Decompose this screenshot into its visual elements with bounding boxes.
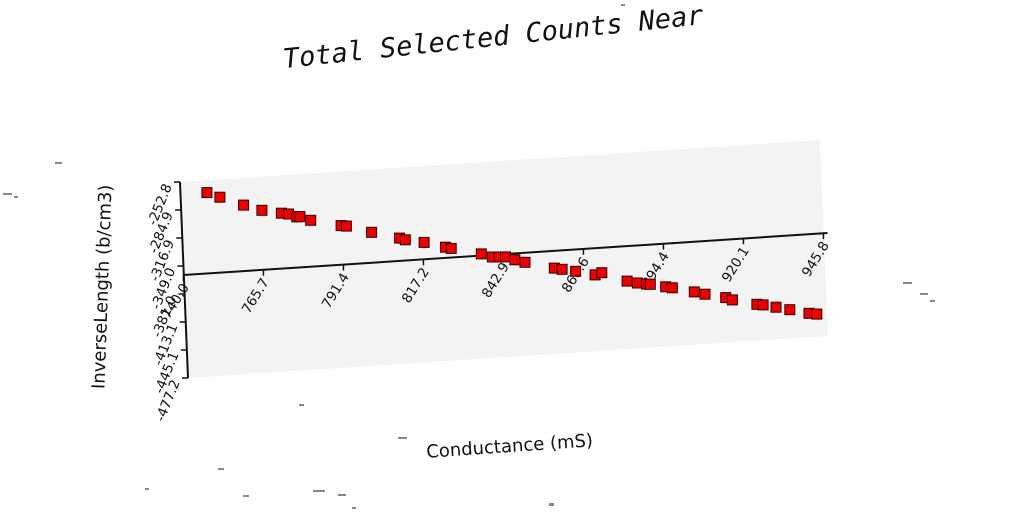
noise-speck xyxy=(621,4,625,6)
scatter-point xyxy=(811,308,823,320)
noise-speck xyxy=(299,404,304,406)
scatter-point xyxy=(305,214,317,226)
noise-speck xyxy=(549,503,554,506)
noise-speck xyxy=(930,300,935,302)
chart-title: Total Selected Counts Near xyxy=(281,0,705,75)
noise-speck xyxy=(3,193,12,195)
scatter-point xyxy=(201,187,213,199)
y-axis-label-text: InverseLength (b/cm3) xyxy=(88,184,116,389)
scatter-point xyxy=(445,242,457,254)
scatter-point xyxy=(294,211,306,223)
scatter-point xyxy=(509,254,521,266)
scatter-point xyxy=(570,265,582,277)
scatter-point xyxy=(596,267,608,279)
scatter-point xyxy=(475,248,487,260)
noise-speck xyxy=(352,507,356,509)
scatter-point xyxy=(770,301,782,313)
noise-speck xyxy=(920,293,928,295)
scatter-point xyxy=(238,199,250,211)
x-axis-label-text: Conductance (mS) xyxy=(426,430,594,463)
noise-speck xyxy=(14,196,18,198)
noise-speck xyxy=(313,490,325,492)
y-axis-line xyxy=(179,181,189,379)
scatter-point xyxy=(666,282,678,294)
y-axis-label: InverseLength (b/cm3) xyxy=(88,184,116,389)
scatter-point xyxy=(418,236,430,248)
x-axis-label: Conductance (mS) xyxy=(426,430,594,463)
scatter-point xyxy=(726,294,738,306)
scatter-point xyxy=(699,288,711,300)
scatter-point xyxy=(340,220,352,232)
noise-speck xyxy=(55,162,62,164)
scatter-point xyxy=(621,275,633,287)
noise-speck xyxy=(243,495,249,497)
noise-speck xyxy=(903,282,912,284)
scatter-point xyxy=(500,251,511,263)
noise-speck xyxy=(338,494,346,496)
scatter-point xyxy=(256,204,268,216)
noise-speck xyxy=(145,488,149,490)
scatter-point xyxy=(519,256,531,268)
scan-noise xyxy=(3,4,935,509)
scatter-point xyxy=(688,286,700,298)
noise-speck xyxy=(218,468,224,470)
scatter-point xyxy=(644,278,656,290)
noise-speck xyxy=(398,437,407,439)
scatter-point xyxy=(757,299,769,311)
scatter-point xyxy=(632,277,643,289)
scatter-point xyxy=(556,263,568,275)
scatter-point xyxy=(214,191,226,203)
data-points xyxy=(201,187,823,320)
scatter-point xyxy=(366,226,378,238)
scatter-point xyxy=(784,304,796,316)
scatter-point xyxy=(399,234,411,246)
chart-title-text: Total Selected Counts Near xyxy=(281,0,705,75)
